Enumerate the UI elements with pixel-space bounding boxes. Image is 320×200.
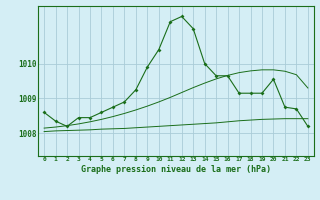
X-axis label: Graphe pression niveau de la mer (hPa): Graphe pression niveau de la mer (hPa) xyxy=(81,165,271,174)
